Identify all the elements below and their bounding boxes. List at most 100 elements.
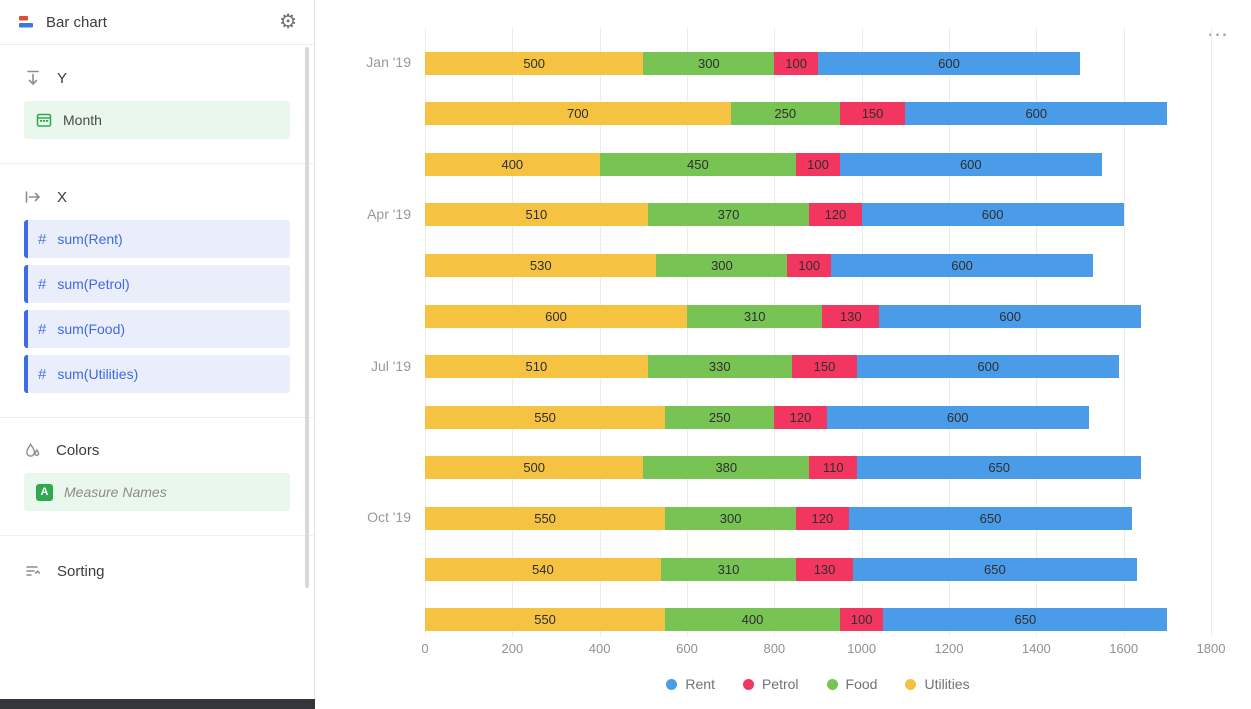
x-tick-label: 1000 — [847, 641, 877, 656]
field-pill-sum-utilities[interactable]: # sum(Utilities) — [24, 355, 290, 393]
bar-row: 550 250 120 600 — [425, 405, 1089, 429]
bar-row: 510 330 150 600 — [425, 355, 1120, 379]
gridline — [1211, 28, 1212, 636]
section-colors-header: Colors — [24, 442, 290, 459]
bar-segment-rent[interactable]: 650 — [848, 506, 1133, 530]
bar-segment-rent[interactable]: 650 — [883, 608, 1168, 632]
bar-segment-utilities[interactable]: 510 — [425, 355, 648, 379]
field-pill-sum-petrol[interactable]: # sum(Petrol) — [24, 265, 290, 303]
bar-segment-rent[interactable]: 650 — [852, 557, 1137, 581]
section-y-label: Y — [57, 69, 68, 87]
x-tick-label: 800 — [763, 641, 786, 656]
bar-segment-rent[interactable]: 600 — [817, 51, 1080, 75]
bar-segment-utilities[interactable]: 510 — [425, 203, 648, 227]
bar-segment-food[interactable]: 250 — [665, 405, 775, 429]
bar-segment-utilities[interactable]: 600 — [425, 304, 687, 328]
number-field-icon: # — [38, 365, 47, 383]
calendar-icon — [36, 112, 52, 128]
sorting-section[interactable]: Sorting — [0, 536, 314, 606]
bar-segment-petrol[interactable]: 150 — [791, 355, 858, 379]
bar-segment-food[interactable]: 300 — [665, 506, 797, 530]
bar-segment-utilities[interactable]: 700 — [425, 102, 731, 126]
section-colors: Colors A Measure Names — [0, 418, 314, 536]
gear-icon[interactable]: ⚙ — [279, 11, 297, 33]
bar-segment-utilities[interactable]: 500 — [425, 456, 644, 480]
legend-dot — [826, 678, 838, 690]
legend-item-petrol[interactable]: Petrol — [742, 676, 799, 692]
bar-segment-food[interactable]: 330 — [647, 355, 792, 379]
bar-segment-petrol[interactable]: 100 — [774, 51, 818, 75]
bar-segment-utilities[interactable]: 550 — [425, 608, 666, 632]
bar-segment-food[interactable]: 450 — [599, 152, 797, 176]
bar-segment-rent[interactable]: 600 — [861, 203, 1124, 227]
bar-segment-food[interactable]: 310 — [687, 304, 823, 328]
bar-segment-utilities[interactable]: 550 — [425, 506, 666, 530]
sidebar: Bar chart ⚙ Y — [0, 0, 315, 709]
bar-segment-petrol[interactable]: 100 — [839, 608, 884, 632]
field-pill-sum-rent[interactable]: # sum(Rent) — [24, 220, 290, 258]
legend-item-rent[interactable]: Rent — [666, 676, 715, 692]
number-field-icon: # — [38, 320, 47, 338]
field-label: Month — [63, 112, 102, 128]
x-tick-label: 600 — [676, 641, 698, 656]
field-label: sum(Rent) — [57, 231, 123, 247]
bar-segment-food[interactable]: 370 — [647, 203, 810, 227]
legend-dot — [666, 678, 678, 690]
bar-row: 500 380 110 650 — [425, 456, 1142, 480]
bar-segment-petrol[interactable]: 120 — [774, 405, 827, 429]
bar-segment-petrol[interactable]: 150 — [839, 102, 906, 126]
legend-label: Rent — [685, 676, 715, 692]
sidebar-scrollbar[interactable] — [305, 47, 309, 588]
paint-drop-icon — [24, 442, 41, 459]
x-axis-icon — [24, 188, 42, 206]
field-pill-sum-food[interactable]: # sum(Food) — [24, 310, 290, 348]
bar-segment-utilities[interactable]: 530 — [425, 253, 657, 277]
bar-row: 550 300 120 650 — [425, 506, 1133, 530]
bar-row: 500 300 100 600 — [425, 51, 1080, 75]
y-category-label: Jan '19 — [366, 54, 411, 70]
bar-segment-petrol[interactable]: 110 — [809, 456, 858, 480]
legend-dot — [905, 678, 917, 690]
legend-label: Utilities — [924, 676, 970, 692]
gridline — [1123, 28, 1125, 636]
bar-segment-food[interactable]: 400 — [665, 608, 840, 632]
bar-segment-food[interactable]: 300 — [656, 253, 788, 277]
bar-segment-petrol[interactable]: 100 — [787, 253, 832, 277]
page-title: Bar chart — [46, 13, 107, 31]
bar-segment-rent[interactable]: 650 — [857, 456, 1142, 480]
measure-names-icon: A — [36, 483, 53, 501]
bar-segment-food[interactable]: 250 — [730, 102, 840, 126]
bar-row: 550 400 100 650 — [425, 608, 1168, 632]
bar-segment-utilities[interactable]: 550 — [425, 405, 666, 429]
y-axis-icon — [24, 69, 42, 87]
bar-segment-rent[interactable]: 600 — [857, 355, 1120, 379]
bar-segment-petrol[interactable]: 120 — [809, 203, 862, 227]
x-tick-label: 200 — [501, 641, 524, 656]
bar-segment-petrol[interactable]: 100 — [796, 152, 840, 176]
bar-segment-rent[interactable]: 600 — [905, 102, 1168, 126]
y-category-label: Apr '19 — [367, 205, 411, 222]
bar-segment-utilities[interactable]: 400 — [425, 152, 600, 176]
bar-segment-petrol[interactable]: 130 — [822, 304, 880, 328]
bar-segment-rent[interactable]: 600 — [826, 405, 1089, 429]
sidebar-header: Bar chart ⚙ — [0, 0, 314, 45]
bar-segment-utilities[interactable]: 540 — [425, 557, 661, 581]
legend-item-food[interactable]: Food — [826, 676, 878, 692]
section-x-label: X — [57, 188, 68, 206]
bar-segment-rent[interactable]: 600 — [839, 152, 1102, 176]
bar-segment-utilities[interactable]: 500 — [425, 51, 644, 75]
bar-segment-food[interactable]: 300 — [643, 51, 775, 75]
field-pill-month[interactable]: Month — [24, 101, 290, 139]
legend-label: Food — [845, 676, 878, 692]
bar-segment-food[interactable]: 380 — [643, 456, 810, 480]
bar-segment-rent[interactable]: 600 — [831, 253, 1094, 277]
more-menu-icon[interactable]: ⋯ — [1207, 23, 1229, 46]
bar-segment-food[interactable]: 310 — [660, 557, 797, 581]
bar-segment-petrol[interactable]: 120 — [796, 506, 849, 530]
bar-segment-rent[interactable]: 600 — [879, 304, 1142, 328]
gridline — [861, 28, 863, 636]
legend-item-utilities[interactable]: Utilities — [905, 676, 970, 692]
bar-segment-petrol[interactable]: 130 — [796, 557, 853, 581]
field-pill-measure-names[interactable]: A Measure Names — [24, 473, 290, 511]
